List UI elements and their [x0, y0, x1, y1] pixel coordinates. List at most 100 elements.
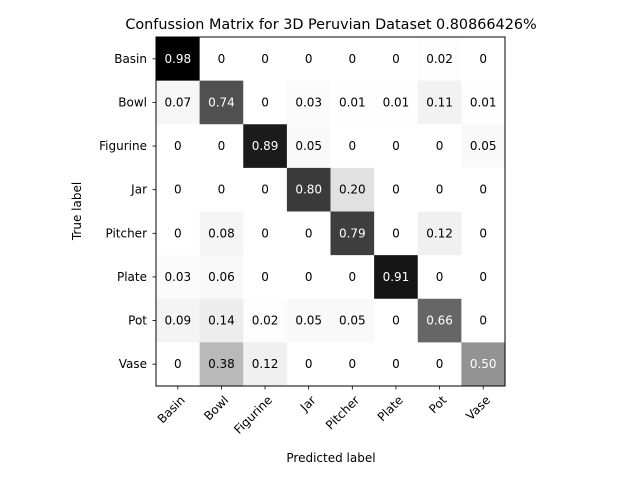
heatmap-cell — [286, 37, 331, 82]
heatmap-cell — [199, 298, 244, 343]
heatmap-cell — [374, 80, 419, 125]
heatmap-cell — [374, 342, 419, 387]
heatmap-cell — [417, 298, 462, 343]
heatmap-cell — [243, 80, 288, 125]
cell-value-label: 0.03 — [295, 95, 322, 109]
y-tick-label: Basin — [114, 52, 147, 66]
cell-value-label: 0.05 — [470, 139, 497, 153]
cell-value-label: 0 — [174, 183, 182, 197]
heatmap-cell — [417, 124, 462, 169]
heatmap-cell — [156, 124, 201, 169]
cell-value-label: 0 — [479, 226, 487, 240]
y-tick-label: Figurine — [99, 139, 147, 153]
cell-value-label: 0 — [392, 52, 400, 66]
heatmap-cell — [374, 37, 419, 82]
heatmap-cell — [330, 211, 375, 256]
heatmap-cell — [199, 80, 244, 125]
cell-value-label: 0 — [479, 314, 487, 328]
heatmap-cell — [417, 255, 462, 300]
cell-value-label: 0 — [174, 357, 182, 371]
cell-value-label: 0 — [305, 270, 313, 284]
heatmap-cell — [374, 255, 419, 300]
cell-value-label: 0.03 — [164, 270, 191, 284]
y-tick-label: Pitcher — [105, 226, 147, 240]
heatmap-cell — [374, 167, 419, 212]
heatmap-cell — [156, 298, 201, 343]
cell-value-label: 0 — [218, 183, 226, 197]
y-axis-label: True label — [70, 182, 84, 241]
heatmap-cell — [330, 37, 375, 82]
heatmap-cell — [243, 211, 288, 256]
heatmap-cell — [199, 37, 244, 82]
y-tick-label: Vase — [119, 357, 147, 371]
cell-value-label: 0 — [218, 52, 226, 66]
cell-value-label: 0 — [392, 139, 400, 153]
heatmap-cell — [286, 124, 331, 169]
cell-value-label: 0.98 — [164, 52, 191, 66]
heatmap-cell — [330, 167, 375, 212]
cell-value-label: 0.05 — [339, 314, 366, 328]
heatmap-cell — [156, 255, 201, 300]
heatmap-cell — [417, 211, 462, 256]
cell-value-label: 0 — [479, 52, 487, 66]
heatmap-cell — [243, 342, 288, 387]
cell-value-label: 0 — [348, 357, 356, 371]
heatmap-cell — [461, 342, 506, 387]
cell-value-label: 0 — [348, 139, 356, 153]
cell-value-label: 0.89 — [252, 139, 279, 153]
heatmap-cell — [461, 167, 506, 212]
heatmap-cell — [156, 37, 201, 82]
cell-value-label: 0 — [218, 139, 226, 153]
cell-value-label: 0 — [305, 52, 313, 66]
heatmap-cell — [156, 167, 201, 212]
heatmap-cell — [243, 255, 288, 300]
cell-value-label: 0 — [261, 52, 269, 66]
heatmap-cell — [286, 342, 331, 387]
cell-value-label: 0.66 — [426, 314, 453, 328]
cell-value-label: 0 — [436, 357, 444, 371]
y-tick-label: Pot — [128, 314, 147, 328]
cell-value-label: 0 — [392, 183, 400, 197]
heatmap-cell — [286, 167, 331, 212]
cell-value-label: 0.01 — [339, 95, 366, 109]
heatmap-cell — [417, 37, 462, 82]
cell-value-label: 0.50 — [470, 357, 497, 371]
cell-value-label: 0.05 — [295, 139, 322, 153]
heatmap-cell — [243, 124, 288, 169]
cell-value-label: 0 — [392, 357, 400, 371]
heatmap-cell — [417, 80, 462, 125]
heatmap-cell — [461, 124, 506, 169]
heatmap-cell — [199, 124, 244, 169]
cell-value-label: 0 — [174, 139, 182, 153]
cell-value-label: 0.74 — [208, 95, 235, 109]
plot-frame — [155, 36, 506, 387]
heatmap-cell — [156, 211, 201, 256]
heatmap-cell — [243, 37, 288, 82]
cell-value-label: 0.09 — [164, 314, 191, 328]
cell-value-label: 0 — [479, 270, 487, 284]
cell-value-label: 0 — [261, 95, 269, 109]
cell-value-label: 0 — [261, 226, 269, 240]
cell-value-label: 0.80 — [295, 183, 322, 197]
heatmap-cell — [374, 211, 419, 256]
y-axis-ticks: Basin Bowl Figurine Jar Pitcher Plate Pot Vase — [99, 52, 156, 371]
cell-value-label: 0 — [348, 270, 356, 284]
cell-value-label: 0.12 — [426, 226, 453, 240]
cell-value-label: 0 — [392, 226, 400, 240]
heatmap-cell — [461, 37, 506, 82]
cell-value-label: 0.12 — [252, 357, 279, 371]
heatmap-cell — [286, 211, 331, 256]
cell-value-label: 0.06 — [208, 270, 235, 284]
heatmap-cell — [461, 298, 506, 343]
x-axis-label: Predicted label — [286, 451, 375, 465]
cell-value-label: 0.20 — [339, 183, 366, 197]
heatmap-cell — [199, 342, 244, 387]
heatmap-cell — [330, 255, 375, 300]
heatmap-cell — [330, 298, 375, 343]
cell-value-label: 0.07 — [164, 95, 191, 109]
heatmap-cell — [286, 298, 331, 343]
heatmap-cell — [330, 80, 375, 125]
heatmap-cells — [156, 37, 506, 387]
heatmap-cell — [156, 342, 201, 387]
cell-value-label: 0.11 — [426, 95, 453, 109]
